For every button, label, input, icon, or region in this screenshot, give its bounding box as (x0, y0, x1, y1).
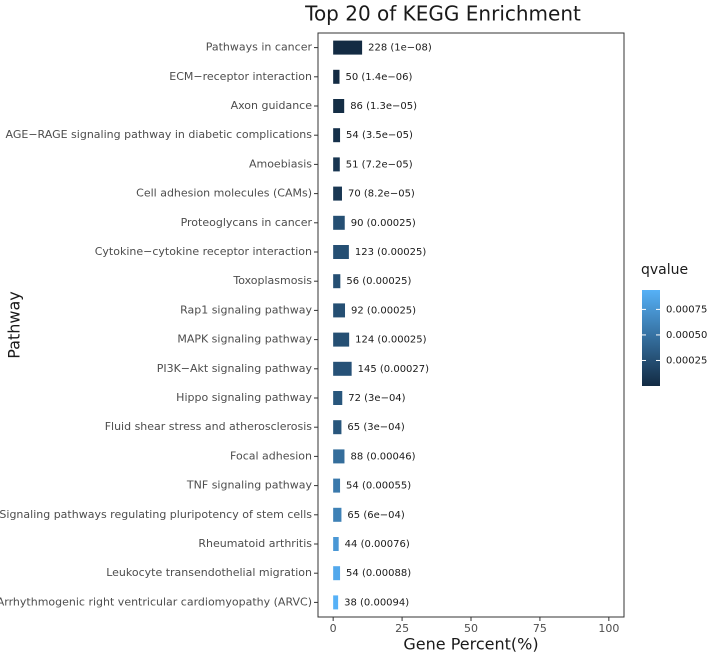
bar (333, 332, 350, 347)
value-label: 228 (1e−08) (368, 43, 432, 54)
x-tick-label: 50 (464, 622, 478, 635)
value-label: 50 (1.4e−06) (346, 72, 413, 83)
y-tick-label: Rap1 signaling pathway (180, 303, 312, 316)
y-tick-label: MAPK signaling pathway (177, 333, 312, 346)
value-label: 72 (3e−04) (348, 393, 405, 404)
x-tick-label: 25 (395, 622, 409, 635)
y-tick-label: Amoebiasis (249, 157, 312, 170)
bar (333, 361, 352, 376)
bar (333, 478, 341, 493)
y-tick-label: ECM−receptor interaction (169, 70, 312, 83)
bar (333, 420, 342, 435)
bar (333, 507, 342, 522)
value-label: 145 (0.00027) (358, 364, 430, 375)
y-tick-label: Toxoplasmosis (232, 274, 312, 287)
bar (333, 40, 363, 55)
colorbar-label: 0.00025 (666, 355, 707, 366)
bar (333, 245, 349, 259)
y-tick-label: Rheumatoid arthritis (198, 537, 312, 550)
value-label: 51 (7.2e−05) (346, 159, 413, 170)
value-label: 54 (0.00055) (346, 481, 411, 492)
bar (333, 99, 345, 113)
value-label: 70 (8.2e−05) (348, 189, 415, 200)
y-tick-label: Axon guidance (231, 99, 313, 112)
value-label: 124 (0.00025) (355, 335, 427, 346)
y-tick-label: Signaling pathways regulating pluripoten… (0, 508, 312, 521)
bar (333, 595, 339, 610)
x-tick-label: 0 (330, 622, 337, 635)
y-tick-label: Proteoglycans in cancer (181, 216, 313, 229)
bar (333, 274, 341, 289)
value-label: 86 (1.3e−05) (350, 101, 417, 112)
value-label: 65 (3e−04) (347, 422, 404, 433)
bar (333, 391, 343, 405)
y-tick-label: Cytokine−cytokine receptor interaction (95, 245, 312, 258)
value-label: 54 (0.00088) (346, 568, 411, 579)
bar (333, 215, 345, 230)
x-axis-title: Gene Percent(%) (403, 635, 538, 654)
y-tick-label: Leukocyte transendothelial migration (106, 566, 312, 579)
y-axis-title: Pathway (5, 291, 24, 359)
y-tick-label: TNF signaling pathway (186, 479, 313, 492)
bar (333, 69, 340, 84)
y-tick-label: Fluid shear stress and atherosclerosis (105, 420, 313, 433)
bar (333, 157, 340, 172)
x-tick-label: 75 (533, 622, 547, 635)
colorbar (642, 290, 660, 386)
bar (333, 449, 345, 464)
value-label: 90 (0.00025) (351, 218, 416, 229)
bar (333, 566, 341, 581)
value-label: 38 (0.00094) (344, 597, 409, 608)
value-label: 123 (0.00025) (355, 247, 427, 258)
y-tick-label: PI3K−Akt signaling pathway (157, 362, 313, 375)
bar (333, 303, 346, 318)
y-tick-label: Focal adhesion (230, 449, 312, 462)
y-tick-label: Hippo signaling pathway (176, 391, 312, 404)
value-label: 56 (0.00025) (346, 276, 411, 287)
value-label: 92 (0.00025) (351, 305, 416, 316)
bar (333, 186, 342, 201)
bar (333, 128, 341, 143)
value-label: 65 (6e−04) (347, 510, 404, 521)
legend-title: qvalue (641, 262, 688, 278)
panel (317, 32, 625, 618)
value-label: 44 (0.00076) (345, 539, 410, 550)
y-tick-label: Cell adhesion molecules (CAMs) (136, 187, 312, 200)
colorbar-label: 0.00050 (666, 330, 707, 341)
value-label: 54 (3.5e−05) (346, 130, 413, 141)
y-tick-label: AGE−RAGE signaling pathway in diabetic c… (6, 128, 313, 141)
value-label: 88 (0.00046) (350, 451, 415, 462)
y-tick-label: Arrhythmogenic right ventricular cardiom… (0, 595, 312, 608)
y-tick-label: Pathways in cancer (206, 41, 313, 54)
bar (333, 537, 339, 551)
chart-title: Top 20 of KEGG Enrichment (304, 2, 581, 26)
x-tick-label: 100 (598, 622, 619, 635)
colorbar-label: 0.00075 (666, 304, 707, 315)
